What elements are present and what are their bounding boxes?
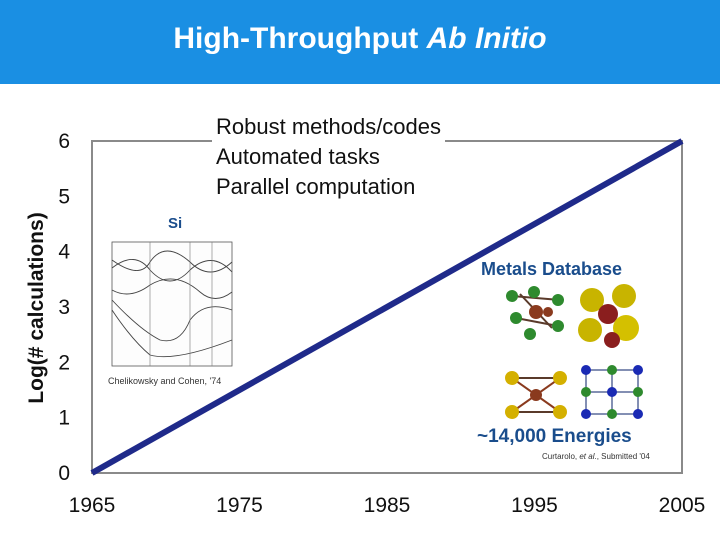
y-tick-label: 5: [58, 185, 70, 208]
citation-suffix: ., Submitted '04: [594, 452, 650, 461]
crystal-structure-4-image: [581, 365, 643, 419]
title-prefix: High-Throughput: [173, 22, 427, 55]
y-tick-label: 0: [58, 462, 70, 485]
bullet-item: Automated tasks: [216, 144, 380, 169]
bullet-item: Robust methods/codes: [216, 114, 442, 139]
title-italic: Ab Initio: [426, 22, 547, 55]
metals-database-label: Metals Database: [478, 259, 626, 280]
bullet-item: Parallel computation: [216, 174, 416, 199]
si-label: Si: [166, 215, 185, 232]
y-tick-label: 2: [58, 351, 70, 374]
energies-label: ~14,000 Energies: [474, 426, 635, 448]
methods-bullet-list: Robust methods/codes Automated tasks Par…: [212, 112, 446, 202]
citation-prefix: Curtarolo,: [542, 452, 580, 461]
y-tick-label: 6: [58, 130, 70, 153]
si-citation: Chelikowsky and Cohen, '74: [106, 376, 224, 386]
crystal-structure-2-image: [578, 284, 639, 348]
citation-italic: et al: [579, 452, 595, 461]
x-tick-label: 2005: [659, 494, 706, 517]
x-tick-label: 1975: [216, 494, 263, 517]
y-tick-label: 1: [58, 407, 70, 430]
x-tick-label: 1995: [511, 494, 558, 517]
x-axis-ticks: 1965 1975 1985 1995 2005: [69, 494, 706, 517]
title-bar: [0, 0, 720, 84]
si-band-structure-image: [104, 238, 236, 370]
y-axis-ticks: 0 1 2 3 4 5 6: [58, 130, 70, 485]
y-axis-label: Log(# calculations): [25, 212, 48, 403]
y-tick-label: 4: [58, 241, 70, 264]
crystal-structure-3-image: [505, 371, 567, 419]
curtarolo-citation: Curtarolo, et al., Submitted '04: [542, 452, 650, 461]
x-tick-label: 1965: [69, 494, 116, 517]
slide-title: High-Throughput Ab Initio: [0, 22, 720, 56]
crystal-structure-1-image: [506, 286, 564, 340]
x-tick-label: 1985: [364, 494, 411, 517]
y-tick-label: 3: [58, 296, 70, 319]
series-group: [90, 138, 684, 476]
series-line: [90, 138, 684, 476]
